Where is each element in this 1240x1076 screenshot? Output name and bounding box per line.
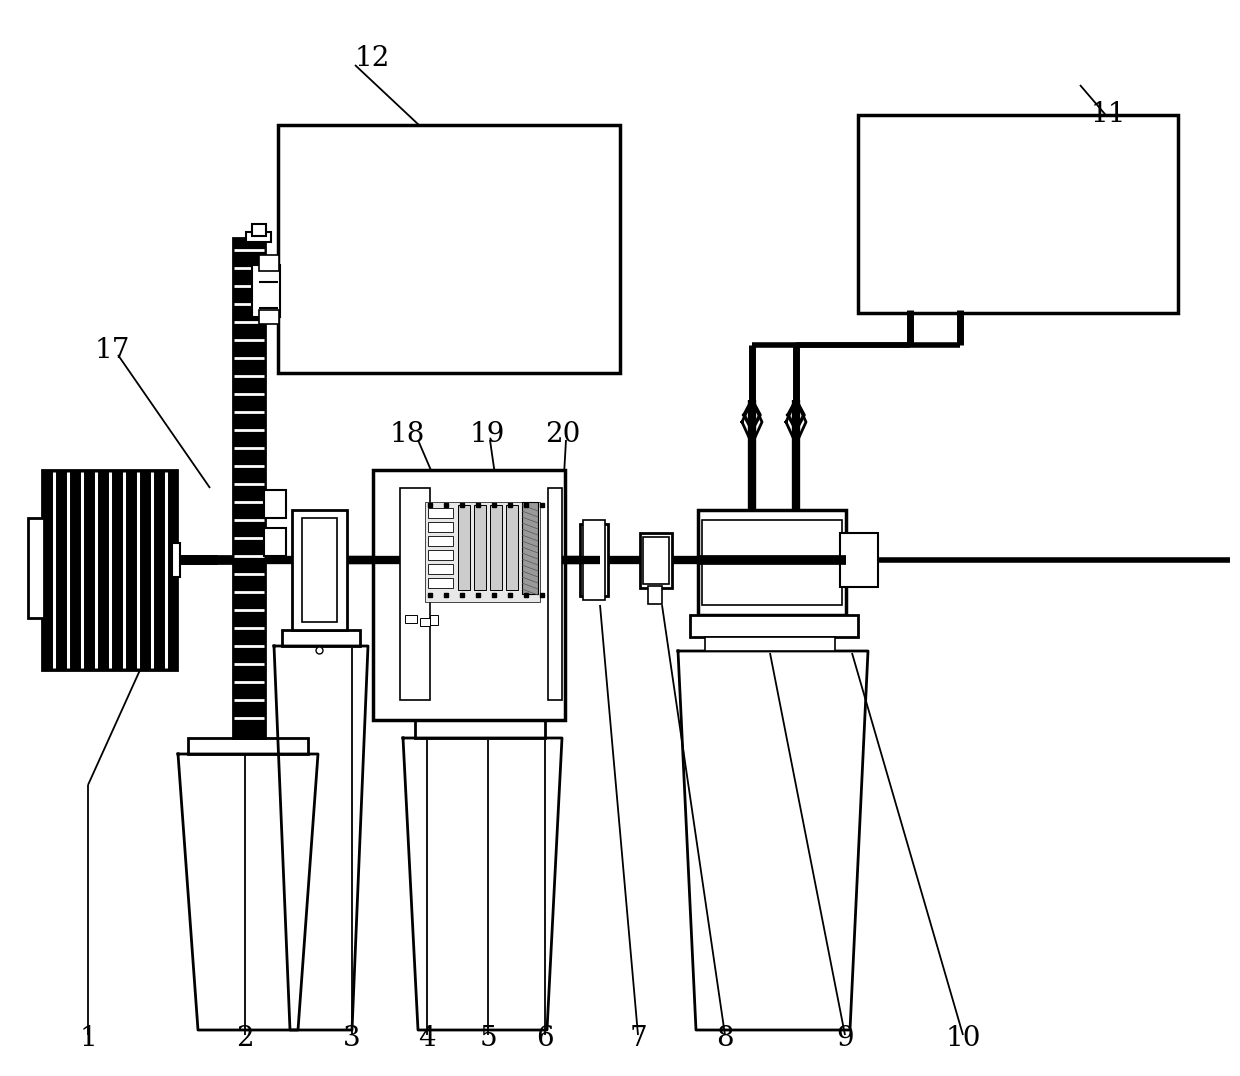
Text: 11: 11 [1090, 101, 1126, 128]
Bar [428, 522, 453, 532]
Bar [233, 238, 265, 738]
Bar [405, 615, 417, 623]
Bar [246, 232, 272, 242]
Text: 4: 4 [418, 1024, 435, 1051]
Bar [580, 524, 608, 596]
Bar [490, 505, 502, 590]
Bar [649, 586, 662, 604]
Bar [303, 518, 337, 622]
Polygon shape [274, 646, 368, 1030]
Bar [428, 564, 453, 574]
Bar [373, 470, 565, 720]
Text: 17: 17 [94, 337, 130, 364]
Text: 8: 8 [717, 1024, 734, 1051]
Bar [264, 528, 286, 556]
Bar [278, 125, 620, 373]
Bar [858, 115, 1178, 313]
Bar [420, 618, 430, 626]
Bar [548, 489, 562, 700]
Bar [401, 489, 430, 700]
Bar [259, 310, 279, 324]
Bar [698, 510, 846, 615]
Bar [428, 550, 453, 560]
Bar [188, 738, 308, 754]
Text: 10: 10 [945, 1024, 981, 1051]
Bar [583, 520, 605, 600]
Text: 5: 5 [479, 1024, 497, 1051]
Bar [702, 520, 842, 605]
Bar [252, 224, 267, 236]
Bar [506, 505, 518, 590]
Bar [689, 615, 858, 637]
Polygon shape [678, 651, 868, 1030]
Text: 6: 6 [536, 1024, 554, 1051]
Bar [474, 505, 486, 590]
Text: 18: 18 [389, 422, 424, 449]
Bar [430, 615, 438, 625]
Text: 2: 2 [236, 1024, 254, 1051]
Bar [428, 508, 453, 518]
Bar [425, 502, 539, 601]
Text: 9: 9 [836, 1024, 854, 1051]
Text: 7: 7 [629, 1024, 647, 1051]
Bar [29, 518, 43, 618]
Bar [458, 505, 470, 590]
Bar [281, 631, 360, 646]
Bar [644, 537, 670, 584]
Text: 12: 12 [355, 44, 389, 71]
Polygon shape [403, 738, 562, 1030]
Bar [264, 490, 286, 518]
Bar [252, 265, 280, 317]
Bar [428, 536, 453, 546]
Bar [522, 502, 538, 594]
Bar [259, 255, 279, 271]
Text: 20: 20 [546, 422, 580, 449]
Bar [839, 533, 878, 587]
Text: 1: 1 [79, 1024, 97, 1051]
Bar [172, 543, 180, 577]
Text: 3: 3 [343, 1024, 361, 1051]
Bar [415, 720, 546, 738]
Bar [291, 510, 347, 631]
Bar [640, 533, 672, 587]
Text: 19: 19 [469, 422, 505, 449]
Bar [42, 470, 177, 670]
Bar [428, 578, 453, 587]
Bar [706, 637, 835, 651]
Polygon shape [179, 754, 317, 1030]
